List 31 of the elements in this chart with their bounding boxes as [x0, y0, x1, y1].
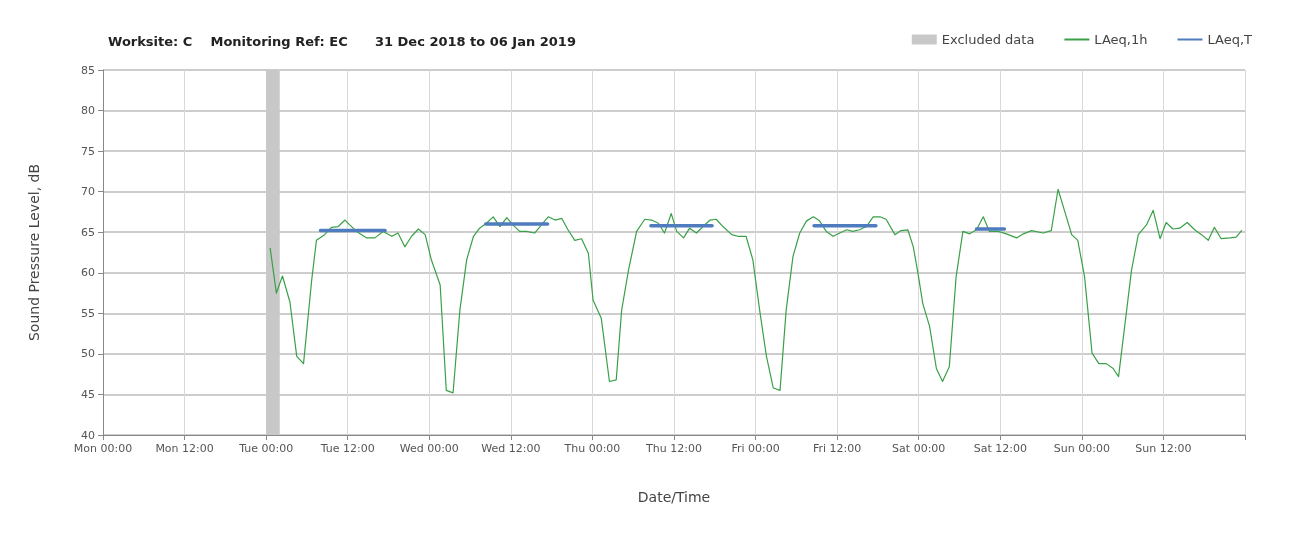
legend-label: Excluded data	[941, 32, 1035, 47]
y-tick-label: 50	[81, 347, 95, 361]
y-tick-label: 80	[81, 104, 95, 118]
x-tick-label: Mon 12:00	[155, 442, 214, 455]
y-axis-title: Sound Pressure Level, dB	[26, 163, 42, 342]
x-tick-label: Tue 12:00	[319, 442, 375, 455]
x-tick-label: Fri 00:00	[731, 442, 780, 455]
x-axis-title: Date/Time	[637, 489, 711, 505]
x-tick-label: Sun 00:00	[1053, 442, 1110, 455]
x-tick-label: Wed 00:00	[399, 442, 459, 455]
x-tick-label: Sat 00:00	[892, 442, 946, 455]
x-tick-label: Tue 00:00	[238, 442, 294, 455]
x-tick-label: Mon 00:00	[73, 442, 133, 455]
x-tick-label: Fri 12:00	[812, 442, 862, 455]
y-tick-label: 75	[81, 144, 95, 158]
x-tick-label: Sun 12:00	[1135, 442, 1192, 455]
x-tick-label: Thu 00:00	[563, 442, 621, 455]
y-tick-label: 70	[81, 185, 95, 199]
x-tick-label: Sat 12:00	[973, 442, 1027, 455]
legend-label: LAeq,1h	[1094, 32, 1148, 47]
x-tick-label: Wed 12:00	[481, 442, 541, 455]
y-tick-label: 45	[81, 387, 95, 401]
x-tick-label: Thu 12:00	[645, 442, 702, 455]
y-tick-label: 85	[81, 63, 95, 77]
chart-title: Worksite: C Monitoring Ref: EC 31 Dec 2018 to 06 Jan 2019	[108, 34, 576, 49]
y-tick-label: 40	[81, 428, 95, 442]
y-tick-label: 65	[81, 225, 95, 239]
y-tick-label: 55	[81, 306, 95, 320]
line-series	[269, 188, 1243, 394]
legend-label: LAeq,T	[1207, 32, 1253, 47]
y-tick-label: 60	[81, 266, 95, 280]
